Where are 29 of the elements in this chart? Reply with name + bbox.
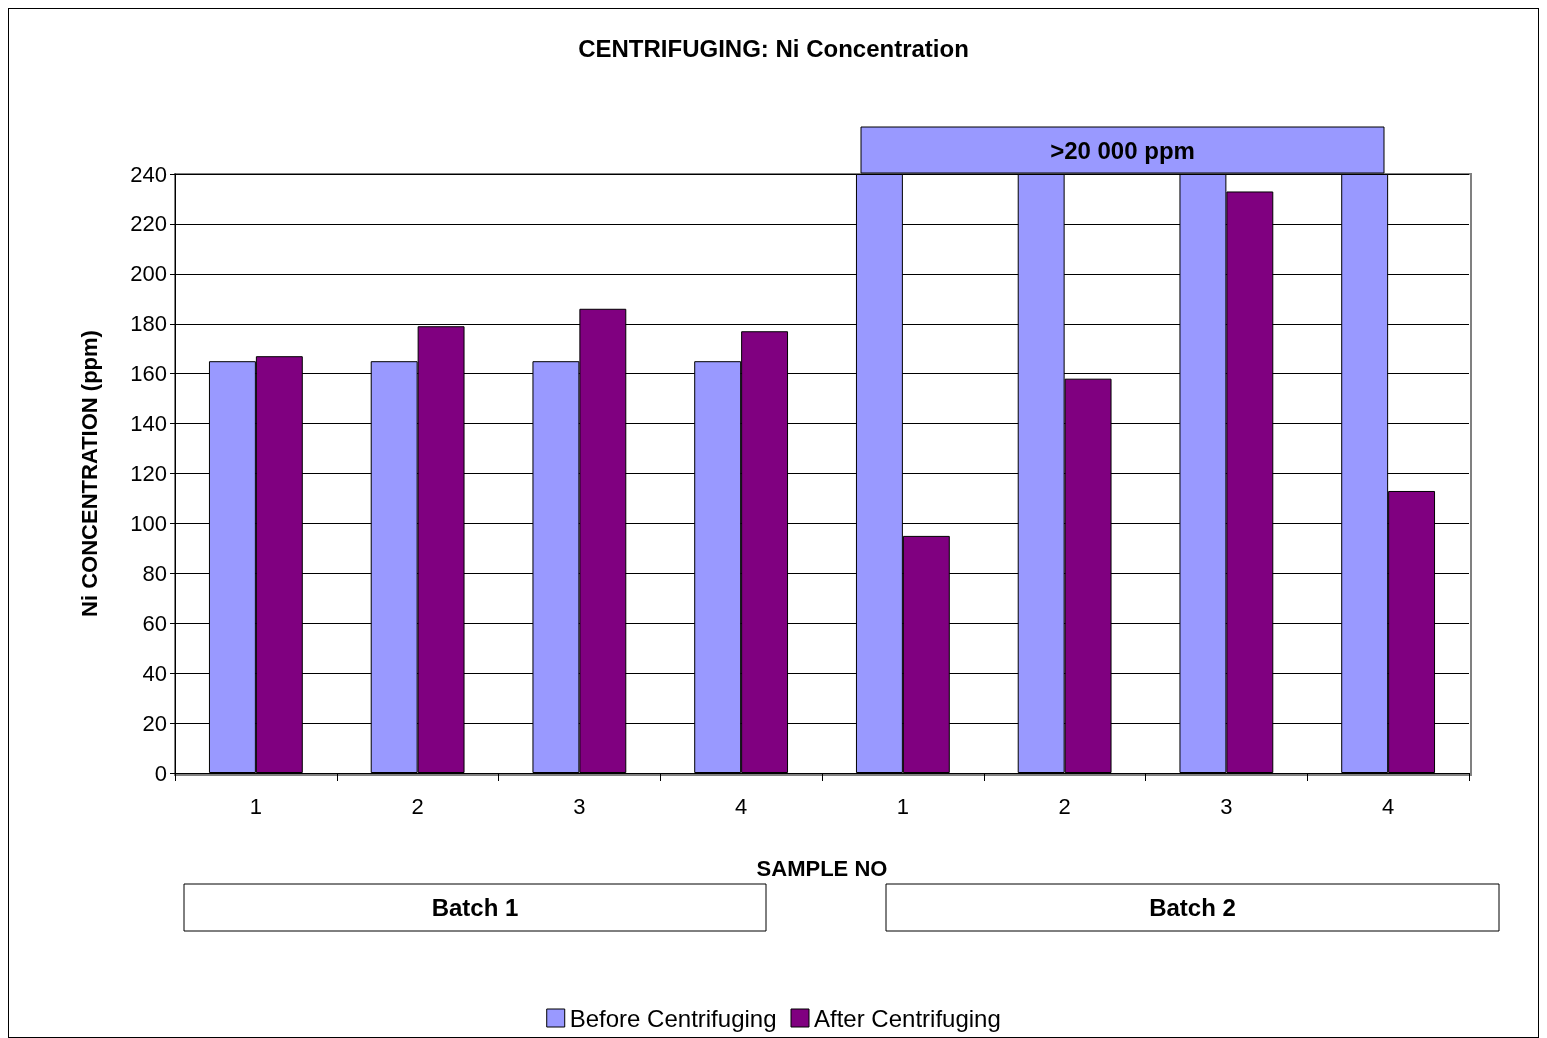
legend-label: Before Centrifuging [569, 1004, 777, 1032]
x-tick-label: 3 [1220, 793, 1233, 819]
text: Batch 2 [1149, 894, 1236, 921]
text: Batch 1 [431, 894, 519, 921]
y-tick-label: 240 [130, 161, 167, 187]
y-tick-label: 20 [142, 710, 167, 736]
legend-label: After Centrifuging [814, 1004, 1001, 1032]
x-tick-label: 4 [735, 793, 748, 819]
y-tick-label: 80 [142, 560, 167, 586]
y-axis-title: Ni CONCENTRATION (ppm) [76, 330, 102, 617]
y-tick-label: 140 [130, 411, 167, 437]
x-tick-label: 2 [1058, 793, 1071, 819]
y-tick-label: 160 [130, 361, 167, 387]
y-tick-label: 60 [142, 610, 167, 636]
y-tick-label: 0 [154, 760, 167, 786]
text: >20 000 ppm [1050, 136, 1195, 164]
y-tick-label: 120 [130, 461, 167, 486]
x-tick-label: 4 [1382, 793, 1395, 819]
x-tick-label: 2 [411, 793, 424, 819]
chart-title: CENTRIFUGING: Ni Concentration [578, 34, 969, 62]
y-tick-label: 180 [130, 311, 167, 337]
y-tick-label: 200 [130, 261, 167, 287]
y-tick-label: 100 [130, 510, 167, 536]
y-tick-label: 220 [130, 211, 167, 237]
x-tick-label: 1 [249, 793, 262, 819]
x-tick-label: 3 [573, 793, 586, 819]
x-axis-title: SAMPLE NO [756, 855, 888, 881]
y-tick-label: 40 [142, 660, 167, 686]
x-tick-label: 1 [896, 793, 909, 819]
